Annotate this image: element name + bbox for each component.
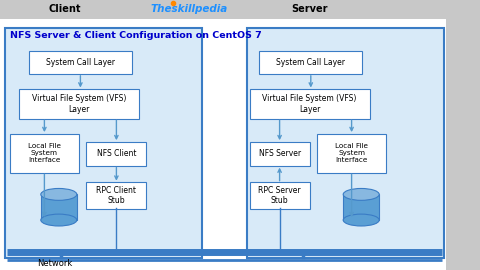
FancyBboxPatch shape — [86, 182, 146, 209]
Text: RPC Server
Stub: RPC Server Stub — [258, 186, 301, 205]
Text: RPC Client
Stub: RPC Client Stub — [96, 186, 136, 205]
Ellipse shape — [343, 214, 379, 226]
Ellipse shape — [343, 188, 379, 200]
Ellipse shape — [41, 214, 77, 226]
Text: System Call Layer: System Call Layer — [46, 58, 115, 67]
Text: Virtual File System (VFS)
Layer: Virtual File System (VFS) Layer — [263, 94, 357, 114]
Text: Local File
System
Interface: Local File System Interface — [28, 143, 61, 163]
Text: Client: Client — [48, 4, 81, 15]
FancyBboxPatch shape — [247, 28, 444, 258]
FancyBboxPatch shape — [259, 51, 362, 74]
FancyBboxPatch shape — [5, 28, 202, 258]
Text: NFS Server & Client Configuration on CentOS 7: NFS Server & Client Configuration on Cen… — [10, 31, 261, 40]
FancyBboxPatch shape — [29, 51, 132, 74]
FancyBboxPatch shape — [250, 182, 310, 209]
FancyBboxPatch shape — [250, 142, 310, 166]
Polygon shape — [41, 194, 77, 220]
FancyBboxPatch shape — [19, 89, 139, 119]
Polygon shape — [343, 194, 379, 220]
Text: NFS Client: NFS Client — [96, 149, 136, 158]
Text: Server: Server — [291, 4, 328, 15]
Text: NFS Server: NFS Server — [259, 149, 300, 158]
Text: Theskillpedia: Theskillpedia — [151, 4, 228, 15]
FancyBboxPatch shape — [250, 89, 370, 119]
Text: Virtual File System (VFS)
Layer: Virtual File System (VFS) Layer — [32, 94, 126, 114]
Text: Network: Network — [37, 259, 73, 268]
FancyBboxPatch shape — [10, 134, 79, 173]
Text: System Call Layer: System Call Layer — [276, 58, 345, 67]
Text: Local File
System
Interface: Local File System Interface — [335, 143, 368, 163]
FancyBboxPatch shape — [86, 142, 146, 166]
FancyBboxPatch shape — [0, 19, 446, 270]
FancyBboxPatch shape — [317, 134, 386, 173]
Ellipse shape — [41, 188, 77, 200]
